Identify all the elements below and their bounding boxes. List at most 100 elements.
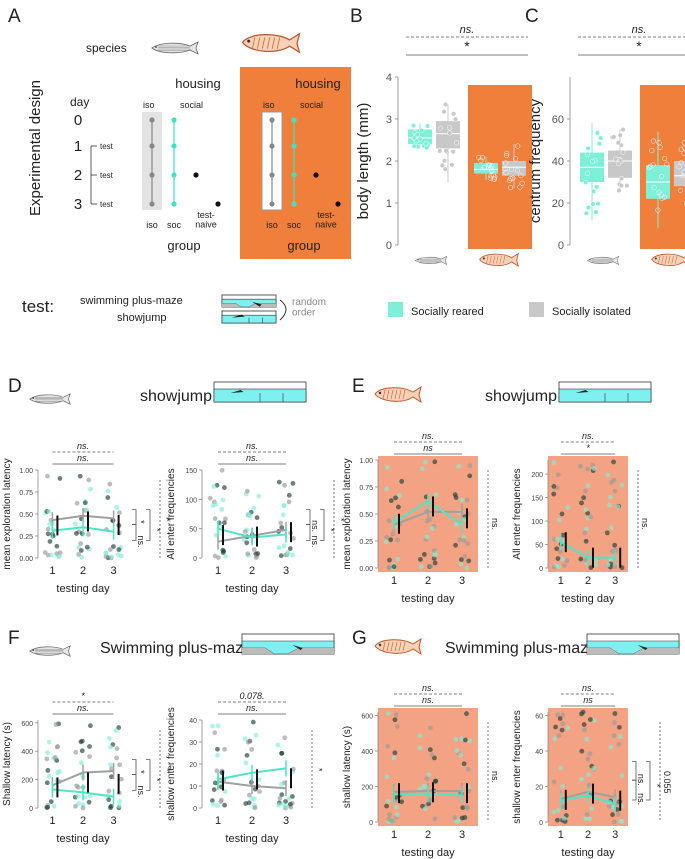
data-point	[411, 143, 417, 149]
data-point	[503, 170, 509, 176]
test-row-label: test:	[22, 297, 54, 316]
data-point	[464, 804, 469, 810]
right-sig-label: ns.	[310, 520, 320, 532]
data-point	[87, 754, 93, 760]
group-label: group	[287, 238, 320, 253]
data-point	[560, 532, 566, 538]
y-axis-label: shallow enter frequencies	[166, 707, 177, 820]
soc-dot	[171, 201, 177, 207]
soc-dot	[171, 143, 177, 149]
data-point	[394, 724, 400, 729]
data-point	[591, 765, 597, 771]
data-point	[421, 784, 427, 790]
data-point	[423, 141, 429, 147]
data-point	[52, 754, 58, 760]
data-point	[607, 494, 613, 500]
data-point	[117, 762, 123, 768]
sig-label: ns.	[422, 431, 434, 441]
data-point	[243, 801, 249, 806]
data-point	[462, 516, 468, 522]
data-point	[443, 148, 449, 154]
soc-dot	[171, 117, 177, 123]
x-tick-label: 2	[425, 829, 431, 841]
data-point	[453, 736, 459, 742]
y-axis-label: mean exploration latency	[342, 458, 353, 569]
data-point	[659, 195, 665, 201]
soc-dot	[291, 172, 297, 178]
line-plot: 0 10 20 30 40 shallow enter frequencies 1 2 3 tes…	[166, 691, 324, 845]
data-point	[115, 552, 121, 558]
x-tick-label: 1	[49, 565, 55, 577]
soc-dot	[291, 117, 297, 123]
data-point	[257, 789, 262, 795]
y-tick-label: 600	[361, 714, 373, 721]
box-danionella-isolated	[502, 161, 526, 176]
data-point	[585, 151, 591, 157]
sig-label: ns.	[582, 431, 594, 441]
data-point	[384, 803, 390, 809]
data-point	[88, 486, 93, 492]
y-tick-label: 40	[552, 156, 564, 168]
x-tick-label: 3	[283, 565, 289, 577]
data-point	[290, 480, 296, 486]
day-number: 2	[74, 167, 82, 184]
test-naive-dot	[215, 201, 221, 207]
data-point	[222, 802, 228, 808]
data-point	[117, 799, 122, 804]
social-header: social	[300, 100, 323, 110]
data-point	[383, 539, 389, 545]
box-danionella-isolated	[674, 161, 685, 187]
data-point	[583, 179, 589, 186]
data-point	[385, 711, 391, 717]
y-tick-label: 1	[386, 198, 392, 210]
danionella-icon	[374, 637, 422, 656]
data-point	[78, 548, 84, 553]
data-point	[518, 173, 524, 179]
line-plot: 0.00 0.25 0.50 0.75 1.00 mean exploration lat…	[2, 441, 172, 595]
data-point	[467, 473, 473, 479]
data-point	[387, 812, 392, 818]
data-point	[253, 732, 259, 738]
y-tick-label: 0.50	[359, 512, 373, 519]
right-sig-label: ns.	[636, 793, 646, 805]
random-order-arrow	[279, 299, 287, 321]
data-point	[78, 760, 84, 766]
sig-bracket	[306, 509, 311, 525]
data-point	[616, 741, 622, 747]
data-point	[76, 551, 81, 557]
right-sig-label: *	[152, 528, 162, 532]
data-point	[650, 162, 656, 168]
data-point	[116, 547, 122, 553]
data-point	[209, 798, 215, 804]
data-point	[107, 481, 113, 487]
x-tick-label: 2	[80, 815, 86, 827]
data-point	[583, 816, 589, 822]
data-point	[427, 747, 433, 753]
sig-label: ns.	[77, 703, 89, 713]
data-point	[107, 547, 113, 553]
sig-label: ns.	[632, 24, 647, 36]
data-point	[73, 749, 79, 755]
group-label-test-naive: test-naive	[315, 210, 337, 229]
legend-label-social: Socially reared	[411, 306, 484, 318]
x-axis-label: testing day	[225, 833, 279, 845]
panel-title: Swimming plus-maze	[445, 640, 597, 657]
data-point	[620, 127, 626, 133]
data-point	[613, 156, 619, 162]
data-point	[46, 739, 52, 745]
y-tick-label: 0	[558, 240, 564, 252]
data-point	[464, 497, 470, 503]
y-tick-label: 4	[386, 72, 392, 84]
zebrafish-icon	[586, 255, 620, 266]
y-axis-label: centrum frequency	[527, 98, 544, 223]
sig-bracket	[146, 759, 151, 791]
data-point	[551, 491, 557, 497]
data-point	[678, 187, 684, 193]
data-point	[615, 800, 621, 806]
iso-header: iso	[263, 100, 275, 110]
line-plot: 0 200 400 600 shallow latency (s) 1 2 3 testing …	[342, 683, 500, 859]
right-sig-label: ns.	[640, 518, 650, 530]
group-label-iso: iso	[146, 220, 158, 230]
data-point	[581, 722, 587, 727]
